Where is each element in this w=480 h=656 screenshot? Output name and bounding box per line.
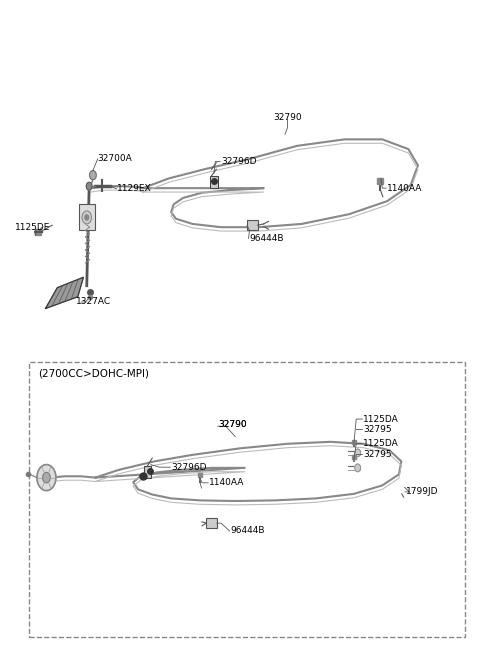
Circle shape bbox=[43, 472, 50, 483]
Text: 32796D: 32796D bbox=[221, 157, 256, 166]
Circle shape bbox=[82, 211, 92, 224]
FancyBboxPatch shape bbox=[206, 518, 217, 528]
Polygon shape bbox=[46, 277, 84, 308]
Text: 96444B: 96444B bbox=[250, 234, 284, 243]
Circle shape bbox=[37, 464, 56, 491]
Text: 96444B: 96444B bbox=[230, 526, 265, 535]
Text: 1125DE: 1125DE bbox=[14, 222, 50, 232]
Text: 1125DA: 1125DA bbox=[363, 415, 399, 424]
Text: 1125DA: 1125DA bbox=[363, 440, 399, 448]
Circle shape bbox=[355, 449, 360, 457]
Text: 32796D: 32796D bbox=[171, 462, 207, 472]
Text: 32795: 32795 bbox=[363, 425, 392, 434]
Text: 1129EX: 1129EX bbox=[117, 184, 151, 194]
FancyBboxPatch shape bbox=[79, 205, 96, 230]
FancyBboxPatch shape bbox=[247, 220, 258, 230]
Text: (2700CC>DOHC-MPI): (2700CC>DOHC-MPI) bbox=[38, 369, 149, 379]
FancyBboxPatch shape bbox=[210, 176, 218, 188]
Text: 32790: 32790 bbox=[219, 420, 247, 429]
Circle shape bbox=[85, 215, 89, 220]
Circle shape bbox=[90, 171, 96, 180]
Text: 1140AA: 1140AA bbox=[209, 478, 244, 487]
FancyBboxPatch shape bbox=[144, 466, 151, 478]
Text: 1140AA: 1140AA bbox=[387, 184, 422, 193]
Text: 1799JD: 1799JD bbox=[406, 487, 439, 497]
Text: 32795: 32795 bbox=[363, 449, 392, 459]
Text: 32790: 32790 bbox=[219, 420, 247, 429]
Text: 1327AC: 1327AC bbox=[76, 297, 111, 306]
Text: 32790: 32790 bbox=[273, 113, 302, 122]
Circle shape bbox=[355, 464, 360, 472]
Text: 32700A: 32700A bbox=[97, 154, 132, 163]
Circle shape bbox=[86, 182, 92, 190]
